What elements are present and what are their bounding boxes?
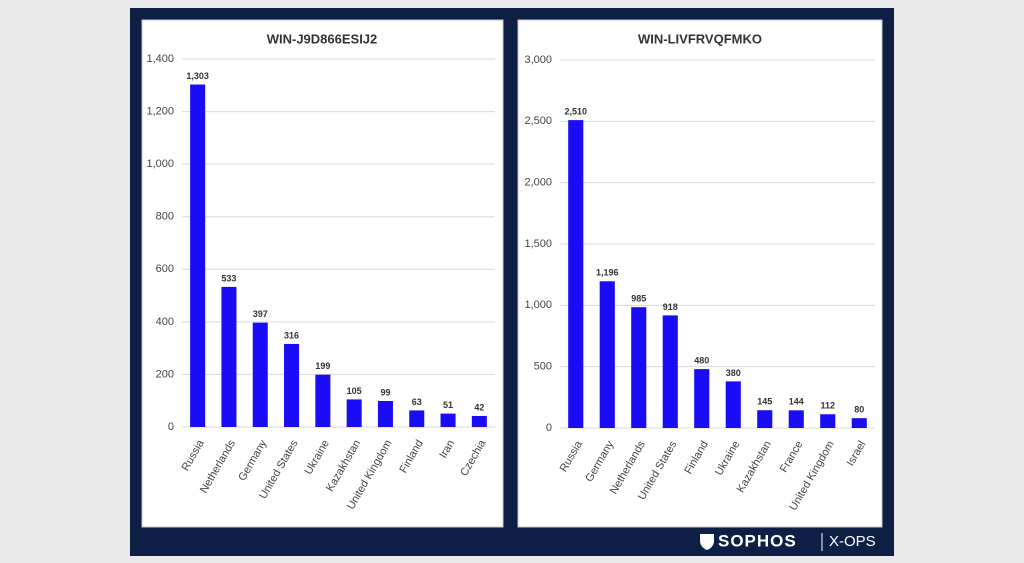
bar [788, 410, 804, 428]
bar [694, 369, 710, 428]
bar [820, 414, 836, 428]
y-tick-label: 400 [156, 316, 174, 328]
value-label: 2,510 [564, 106, 587, 116]
bar [346, 399, 362, 427]
bar [315, 374, 331, 427]
value-label: 145 [757, 397, 772, 407]
y-tick-label: 1,000 [146, 158, 174, 170]
y-tick-label: 800 [156, 211, 174, 223]
bar [190, 84, 206, 428]
value-label: 380 [726, 368, 741, 378]
logo-shield [700, 534, 714, 550]
value-label: 199 [315, 361, 330, 371]
logo-brand: SOPHOS [718, 531, 797, 550]
bar [631, 307, 647, 428]
y-tick-label: 1,200 [146, 105, 174, 117]
bar [221, 286, 237, 427]
y-tick-label: 500 [534, 361, 552, 373]
value-label: 80 [854, 405, 864, 415]
bar [568, 120, 584, 429]
bar [440, 413, 456, 427]
bar [662, 315, 678, 428]
y-tick-label: 2,000 [524, 177, 552, 189]
bar [599, 281, 615, 428]
y-tick-label: 0 [168, 421, 174, 433]
value-label: 918 [663, 302, 678, 312]
y-tick-label: 3,000 [524, 54, 552, 66]
chart-title: WIN-J9D866ESIJ2 [267, 31, 378, 46]
y-tick-label: 0 [546, 422, 552, 434]
value-label: 533 [221, 273, 236, 283]
y-tick-label: 2,500 [524, 115, 552, 127]
bar [409, 410, 425, 427]
value-label: 105 [347, 386, 362, 396]
bar [471, 415, 487, 427]
y-tick-label: 1,400 [146, 53, 174, 65]
y-tick-label: 1,500 [524, 238, 552, 250]
value-label: 112 [820, 401, 835, 411]
bar [725, 381, 741, 428]
value-label: 1,196 [596, 268, 619, 278]
value-label: 1,303 [186, 71, 209, 81]
y-tick-label: 1,000 [524, 299, 552, 311]
value-label: 397 [253, 309, 268, 319]
bar [757, 410, 773, 428]
value-label: 144 [789, 397, 804, 407]
value-label: 51 [443, 400, 453, 410]
bar [377, 400, 393, 427]
bar [284, 343, 300, 427]
value-label: 316 [284, 330, 299, 340]
value-label: 63 [412, 397, 422, 407]
value-label: 42 [474, 402, 484, 412]
y-tick-label: 200 [156, 368, 174, 380]
chart-title: WIN-LIVFRVQFMKO [638, 31, 762, 46]
value-label: 480 [694, 355, 709, 365]
value-label: 99 [380, 387, 390, 397]
logo-product: X-OPS [829, 533, 876, 550]
value-label: 985 [631, 294, 646, 304]
bar [851, 418, 867, 428]
bar [252, 322, 268, 427]
y-tick-label: 600 [156, 263, 174, 275]
